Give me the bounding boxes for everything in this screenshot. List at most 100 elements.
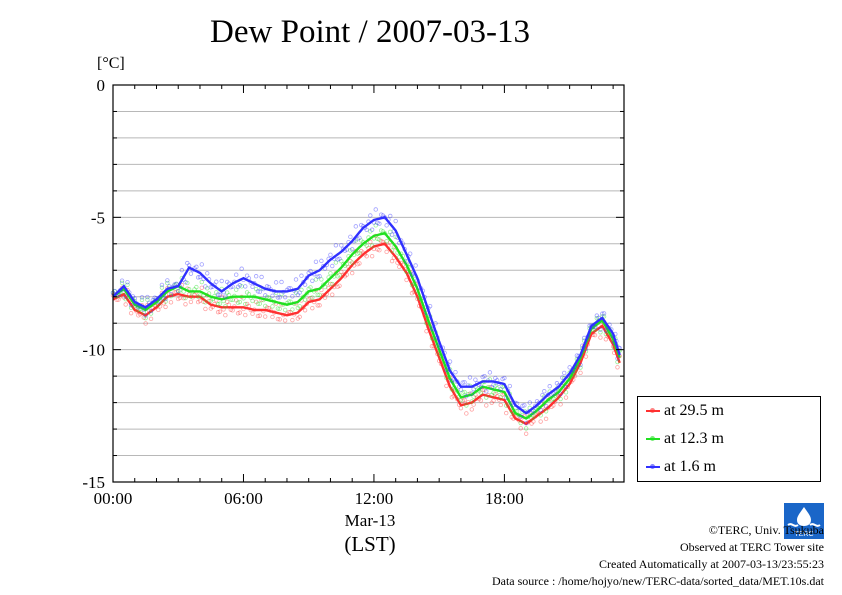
logo-text: TERC [794,531,813,538]
data-point [315,303,320,308]
data-point [223,294,228,299]
data-point [543,409,549,414]
data-point [250,311,255,316]
x-tick-label: 12:00 [355,489,394,508]
data-point [444,383,449,389]
data-point [156,302,161,307]
data-point [504,403,509,408]
data-point [594,313,600,318]
data-point [583,346,589,351]
data-point [183,280,188,285]
data-point [540,392,545,398]
data-point [373,207,378,212]
data-point [205,286,210,291]
data-point [543,416,549,422]
data-point [317,303,322,308]
data-point [255,301,261,306]
data-point [598,335,603,340]
data-point [214,290,219,295]
data-point [239,266,244,271]
data-point [384,223,389,228]
data-point [444,375,449,381]
data-point [369,227,375,232]
x-axis-date-label: Mar-13 [344,511,396,530]
data-point [359,248,364,254]
data-point [230,297,235,302]
data-point [523,426,529,431]
data-point [335,274,340,279]
series-line [112,242,621,426]
data-point [368,239,373,245]
data-point [489,385,494,390]
legend-label: at 29.5 m [664,402,724,419]
data-point [273,280,279,285]
data-point [128,310,134,316]
data-point [159,282,165,288]
data-point [195,299,201,305]
data-point [319,277,324,282]
data-point [615,356,620,361]
data-point [369,253,375,259]
data-point [447,359,453,364]
data-point [458,405,464,411]
data-point [205,271,210,276]
data-point [364,243,369,248]
data-point [234,272,239,277]
footer-copyright: ©TERC, Univ. Tsukuba [708,523,824,537]
data-point [500,392,505,398]
data-point [250,284,255,290]
data-point [384,239,389,244]
data-point [407,251,413,256]
data-point [203,306,208,312]
data-point [176,288,181,294]
data-point [208,285,214,290]
data-point [141,307,147,312]
legend: at 29.5 m at 12.3 m at 1.6 m [637,396,821,482]
data-point [230,308,235,313]
data-point [194,284,199,290]
data-point [165,278,170,283]
data-point [235,284,241,290]
data-point [378,228,384,233]
data-point [215,292,221,297]
data-point [592,327,598,333]
data-point [253,299,259,305]
data-point [322,266,328,271]
y-tick-label: -10 [82,341,105,360]
data-point [538,413,543,418]
data-point [449,378,455,384]
data-point [467,375,473,380]
data-point [297,304,302,309]
data-point [290,317,295,323]
data-point [563,384,569,390]
data-point [598,327,603,332]
data-point [369,243,375,248]
data-point [293,277,299,282]
data-point [177,295,183,301]
data-point [208,306,214,311]
data-point [364,227,369,232]
data-point [355,262,360,267]
data-point [145,294,150,300]
data-point [223,304,228,309]
data-point [214,279,219,284]
data-point [302,282,308,287]
data-point [185,260,190,266]
data-point [460,398,465,403]
data-point [143,321,148,326]
data-point [464,394,469,399]
data-point [389,232,395,237]
data-point [310,295,315,300]
data-point [359,222,364,228]
data-point [377,237,382,242]
data-point [349,270,355,276]
data-point [199,285,204,290]
data-point [183,302,188,307]
data-point [469,391,474,396]
data-point [163,296,168,302]
data-point [237,310,243,315]
data-point [235,300,241,305]
data-point [489,392,494,398]
data-point [275,316,281,322]
data-point [404,277,409,283]
